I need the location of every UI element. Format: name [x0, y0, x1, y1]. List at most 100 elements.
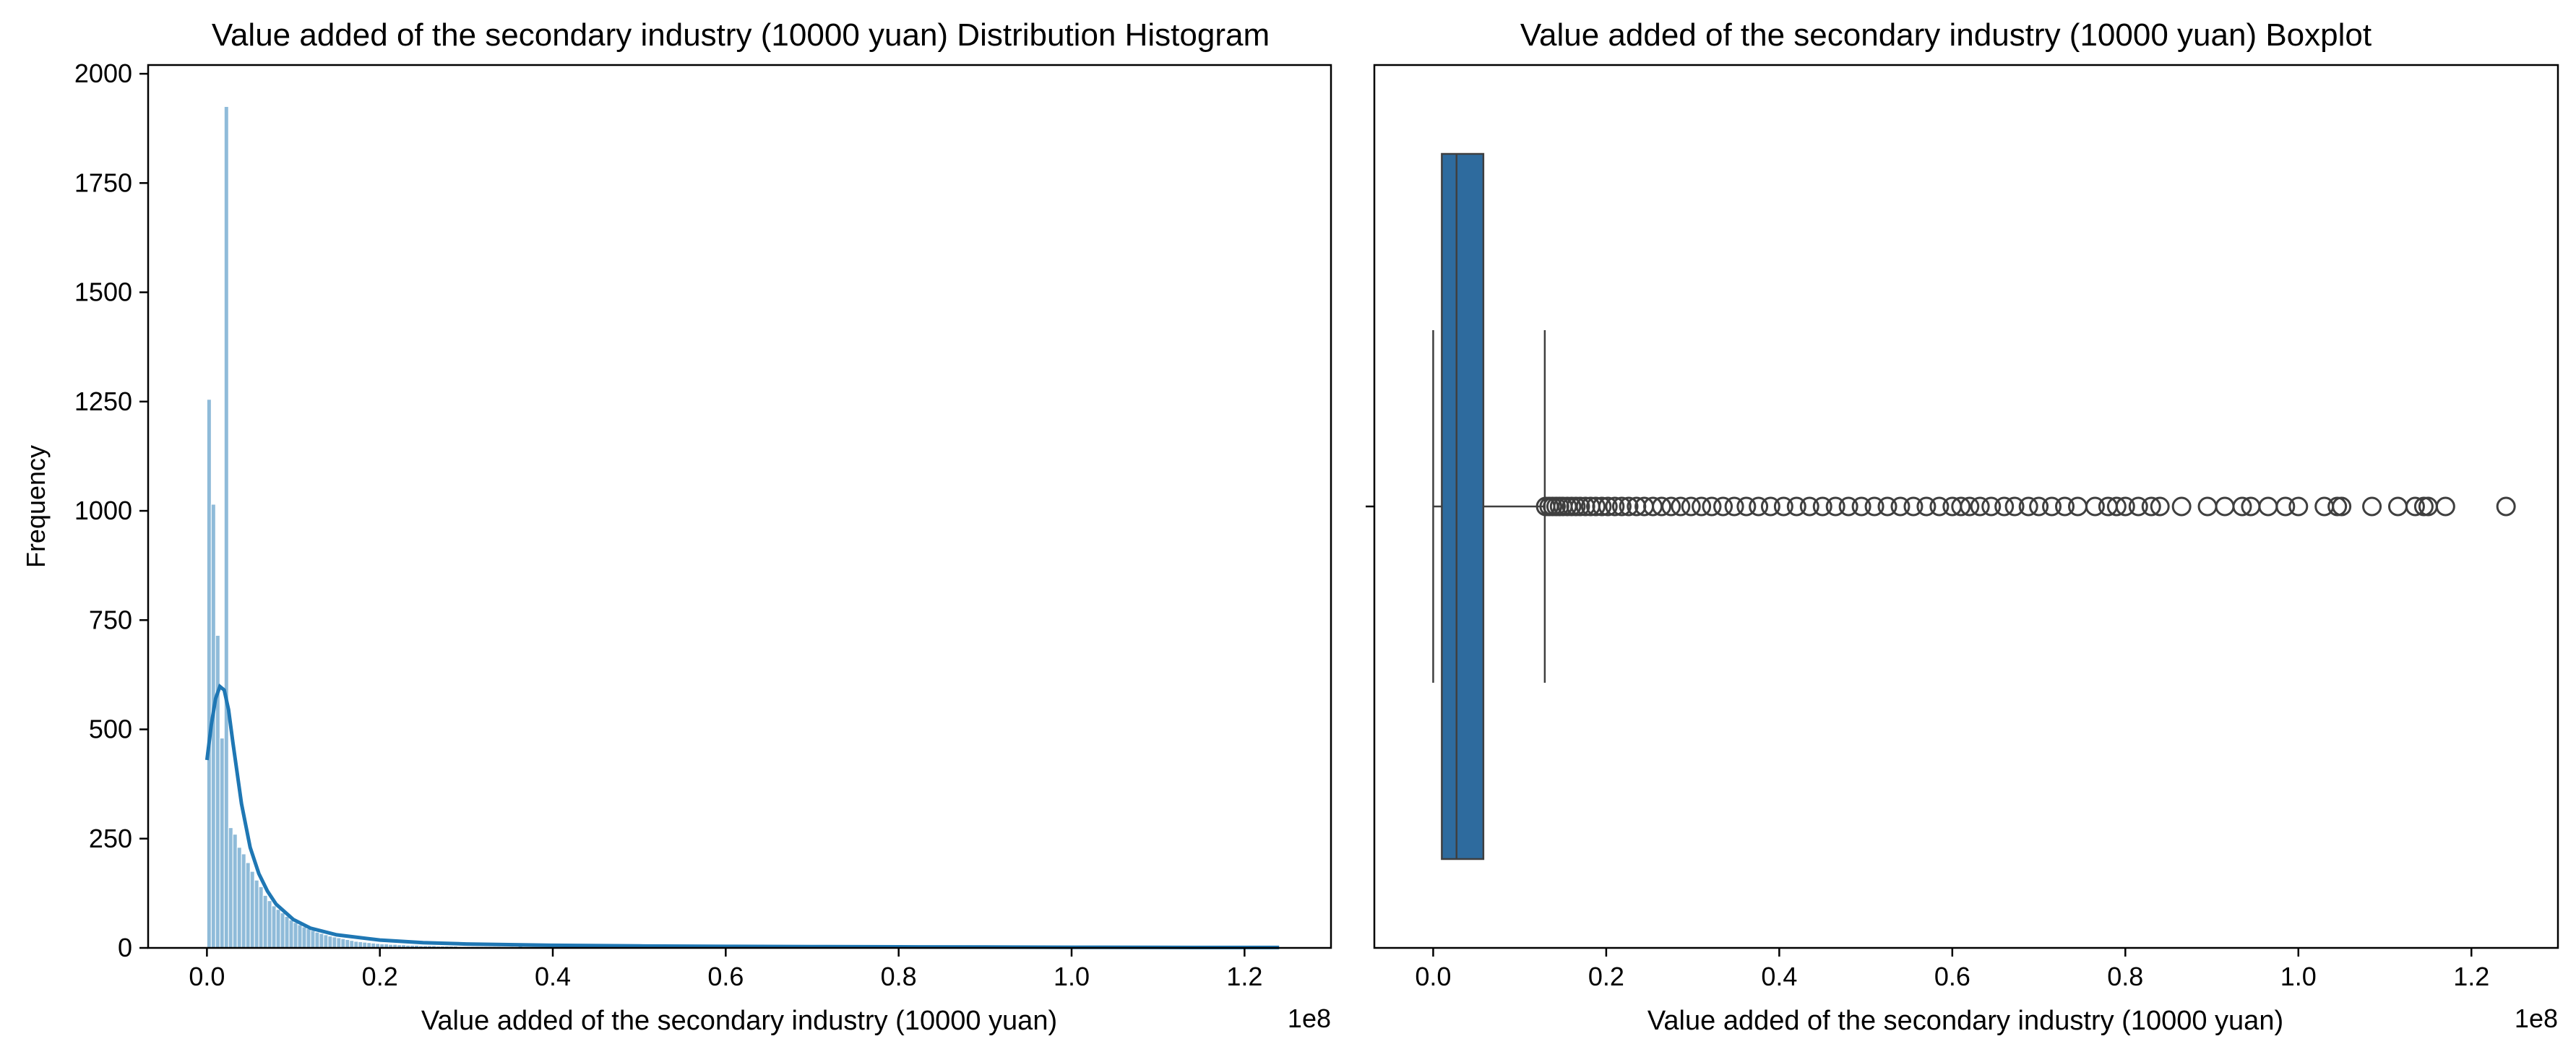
histogram-y-axis-label: Frequency: [21, 445, 51, 568]
histogram-x-tick-label: 0.4: [535, 962, 571, 991]
histogram-bar: [275, 909, 281, 949]
boxplot-outlier: [2418, 496, 2438, 517]
boxplot-outlier: [2106, 496, 2127, 517]
histogram-bar: [319, 933, 324, 949]
histogram-bar: [249, 871, 255, 949]
boxplot-outlier: [1877, 496, 1897, 517]
boxplot-outlier: [1702, 496, 1722, 517]
boxplot-x-tick-label: 0.0: [1415, 962, 1451, 991]
histogram-kde-line: [204, 683, 1280, 949]
boxplot-outlier: [1838, 496, 1858, 517]
histogram-bar: [349, 940, 355, 949]
histogram-plot-area: [147, 64, 1332, 949]
histogram-bar: [228, 827, 233, 949]
boxplot-outlier: [1916, 496, 1937, 517]
histogram-x-offset-label: 1e8: [1288, 1004, 1331, 1033]
boxplot-outlier: [1736, 496, 1757, 517]
histogram-x-tick-label: 0.0: [189, 962, 225, 991]
histogram-bar: [241, 853, 246, 949]
histogram-x-tick-label: 0.2: [362, 962, 398, 991]
boxplot-outlier: [1929, 496, 1950, 517]
boxplot-box: [1441, 152, 1485, 860]
boxplot-outlier: [1786, 496, 1806, 517]
histogram-bar: [301, 926, 307, 949]
histogram-y-tick-label: 0: [118, 933, 132, 962]
boxplot-outlier: [2085, 496, 2105, 517]
histogram-bar: [254, 879, 259, 949]
boxplot-outlier: [1713, 496, 1733, 517]
boxplot-x-axis-label: Value added of the secondary industry (1…: [1647, 1006, 2283, 1036]
boxplot-outlier: [2197, 496, 2218, 517]
boxplot-outlier: [1605, 496, 1625, 517]
histogram-bar: [293, 922, 298, 949]
boxplot-outlier: [1825, 496, 1845, 517]
histogram-y-tick-label: 1000: [74, 496, 132, 525]
boxplot-outlier: [1994, 496, 2015, 517]
boxplot-outlier: [1681, 496, 1701, 517]
boxplot-x-tick-label: 1.2: [2453, 962, 2489, 991]
boxplot-outlier: [1951, 496, 1971, 517]
boxplot-outlier: [1661, 496, 1681, 517]
histogram-bar: [323, 934, 329, 949]
histogram-bars: [206, 105, 640, 949]
boxplot-outlier: [1598, 496, 1618, 517]
boxplot-outlier: [2332, 496, 2352, 517]
boxplot-outlier: [1671, 496, 1691, 517]
histogram-bar: [232, 834, 238, 949]
boxplot-panel: Value added of the secondary industry (1…: [1366, 17, 2559, 1036]
boxplot-x-offset-label: 1e8: [2515, 1004, 2558, 1033]
boxplot-x-tick-label: 0.6: [1934, 962, 1970, 991]
boxplot-outlier: [2215, 496, 2235, 517]
boxplot-outlier: [2128, 496, 2148, 517]
boxplot-outlier: [1903, 496, 1924, 517]
histogram-bar: [262, 894, 268, 949]
boxplot-outlier: [1773, 496, 1793, 517]
boxplot-outlier: [2387, 496, 2408, 517]
boxplot-outlier: [2150, 496, 2170, 517]
histogram-bar: [271, 905, 277, 949]
histogram-bar: [306, 928, 311, 949]
histogram-y-tick-label: 2000: [74, 59, 132, 88]
boxplot-outlier: [1851, 496, 1871, 517]
histogram-bar: [314, 931, 320, 949]
histogram-bar: [267, 900, 272, 949]
boxplot-outlier: [2435, 496, 2455, 517]
boxplot-x-ticks: 0.0 0.2 0.4 0.6 0.8 1.0 1.2: [1415, 948, 2489, 991]
boxplot-outlier: [2405, 496, 2425, 517]
boxplot-outlier: [2004, 496, 2025, 517]
histogram-bar: [219, 738, 225, 949]
histogram-bar: [345, 939, 350, 949]
boxplot-outlier: [1812, 496, 1832, 517]
boxplot-outlier: [2055, 496, 2075, 517]
histogram-bar: [288, 919, 294, 949]
histogram-bar: [340, 938, 346, 949]
boxplot-outlier: [1652, 496, 1672, 517]
histogram-bar: [206, 399, 212, 949]
histogram-y-tick-label: 1250: [74, 387, 132, 416]
histogram-x-tick-label: 1.2: [1226, 962, 1262, 991]
histogram-x-tick-label: 0.8: [881, 962, 917, 991]
boxplot-outlier: [1749, 496, 1769, 517]
boxplot-x-tick-label: 0.2: [1588, 962, 1624, 991]
boxplot-outlier: [2362, 496, 2382, 517]
histogram-bar: [358, 941, 363, 949]
boxplot-outlier: [1864, 496, 1884, 517]
histogram-title: Value added of the secondary industry (1…: [212, 17, 1270, 53]
boxplot-x-tick-label: 0.4: [1761, 962, 1797, 991]
histogram-bar: [353, 941, 359, 949]
boxplot-outlier: [2018, 496, 2038, 517]
boxplot-outlier: [2258, 496, 2278, 517]
histogram-y-tick-label: 250: [89, 824, 132, 853]
histogram-bar: [223, 105, 229, 949]
boxplot-outlier: [1981, 496, 2002, 517]
histogram-x-tick-label: 0.6: [707, 962, 744, 991]
boxplot-outlier: [2115, 496, 2135, 517]
histogram-bar: [336, 937, 342, 949]
boxplot-outlier: [1960, 496, 1980, 517]
histogram-bar: [327, 936, 333, 949]
histogram-bar: [215, 634, 220, 949]
histogram-y-tick-label: 750: [89, 605, 132, 634]
boxplot-outlier: [1592, 496, 1612, 517]
boxplot-title: Value added of the secondary industry (1…: [1520, 17, 2372, 53]
histogram-bar: [332, 936, 337, 949]
